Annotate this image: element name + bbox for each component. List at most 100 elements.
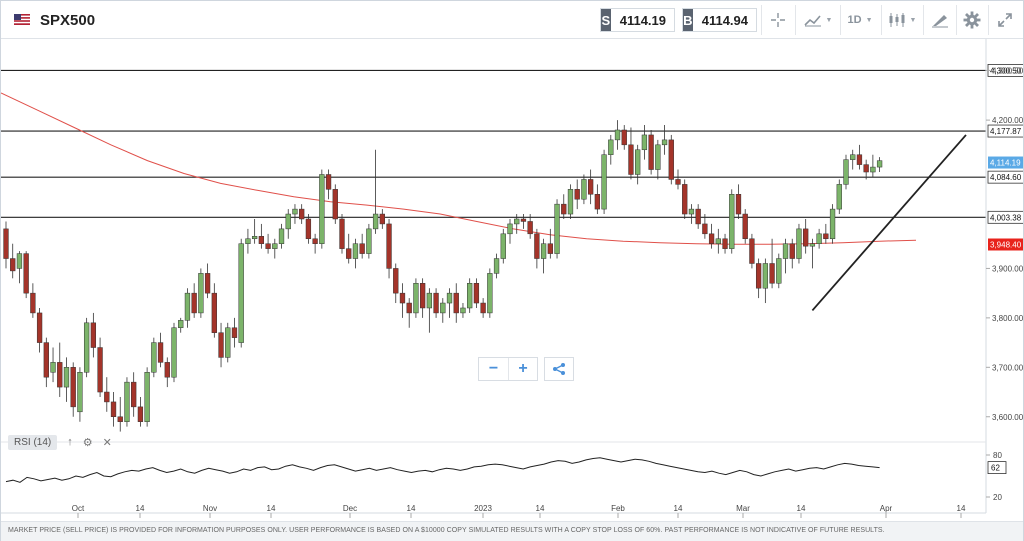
candle-body-up bbox=[285, 213, 291, 230]
settings-button[interactable] bbox=[959, 8, 985, 32]
candle bbox=[628, 127, 634, 180]
rsi-panel: 80 20 62 bbox=[1, 441, 1007, 502]
candle-body-down bbox=[419, 283, 426, 309]
candle bbox=[339, 214, 345, 254]
candle-body-down bbox=[70, 367, 76, 408]
candle-body-down bbox=[265, 243, 271, 249]
candle bbox=[292, 204, 298, 224]
candle-body-down bbox=[218, 332, 224, 358]
candle bbox=[608, 134, 614, 165]
chart-type-dropdown[interactable]: ▼ bbox=[800, 8, 836, 32]
candle bbox=[870, 154, 876, 177]
candle-body-up bbox=[319, 174, 325, 244]
candle bbox=[829, 204, 836, 244]
sell-price-button[interactable]: S 4114.19 bbox=[600, 8, 675, 32]
candle-body-down bbox=[90, 322, 97, 348]
candle-body-up bbox=[372, 213, 379, 230]
candle-body-down bbox=[856, 154, 863, 165]
candle-body-down bbox=[386, 223, 392, 269]
gear-icon[interactable]: ⚙ bbox=[82, 436, 93, 449]
level-label: 4,300.50 bbox=[990, 66, 1022, 75]
candle bbox=[36, 307, 43, 353]
price-tick-label: 3,700.00 bbox=[992, 363, 1023, 372]
time-tick-label: 14 bbox=[957, 504, 966, 513]
candle-body-up bbox=[796, 228, 802, 259]
candle bbox=[561, 194, 567, 219]
candle-body-down bbox=[682, 184, 688, 215]
candle-body-up bbox=[426, 292, 433, 309]
rsi-level-label: 20 bbox=[993, 493, 1002, 502]
candle bbox=[836, 179, 842, 215]
candle bbox=[359, 233, 365, 259]
candle bbox=[520, 214, 527, 229]
fullscreen-button[interactable] bbox=[992, 8, 1018, 32]
candle bbox=[850, 149, 856, 170]
crosshair-button[interactable] bbox=[764, 8, 792, 32]
zoom-in-button[interactable]: + bbox=[508, 358, 537, 380]
candle bbox=[198, 268, 204, 318]
candle-body-down bbox=[191, 292, 197, 314]
close-icon[interactable]: ✕ bbox=[102, 436, 112, 449]
candle-body-down bbox=[789, 243, 795, 259]
candle bbox=[668, 134, 674, 185]
candle bbox=[171, 322, 177, 383]
candle-body-down bbox=[594, 194, 601, 210]
candle-body-up bbox=[782, 243, 789, 259]
chart-toolbar: SPX500 S 4114.19 B 4114.94 ▼ 1D ▼ bbox=[1, 1, 1023, 39]
candle bbox=[413, 278, 419, 318]
candle-body-down bbox=[574, 189, 580, 200]
candle-body-down bbox=[561, 203, 567, 215]
rsi-label[interactable]: RSI (14) bbox=[8, 434, 58, 450]
time-axis: Oct 14 Nov 14 Dec 14 2023 14 Feb 14 Mar 14 Apr 14 bbox=[1, 504, 986, 518]
candle-body-down bbox=[299, 208, 305, 220]
buy-price-button[interactable]: B 4114.94 bbox=[682, 8, 757, 32]
us-flag-icon bbox=[14, 14, 30, 25]
toolbar-divider bbox=[840, 5, 841, 35]
candle bbox=[480, 298, 486, 318]
candle-body-up bbox=[567, 189, 574, 215]
candle-body-up bbox=[850, 154, 856, 160]
candle bbox=[446, 288, 453, 318]
candle-body-up bbox=[836, 184, 842, 210]
candle-body-down bbox=[131, 381, 137, 408]
candles bbox=[3, 120, 883, 432]
drawing-tools-button[interactable] bbox=[927, 8, 953, 32]
candle bbox=[238, 238, 244, 348]
level-tag bbox=[987, 210, 1023, 224]
candle bbox=[809, 238, 816, 269]
share-button[interactable] bbox=[544, 357, 574, 381]
candle bbox=[715, 228, 721, 254]
time-tick-label: 14 bbox=[136, 504, 145, 513]
candle-body-up bbox=[635, 149, 641, 175]
price-chart[interactable]: 4,300.50 4,177.87 4,084.60 4,003.38 4,114.19… bbox=[1, 39, 1023, 521]
timeframe-dropdown[interactable]: 1D ▼ bbox=[843, 8, 877, 32]
candle bbox=[547, 228, 553, 259]
zoom-out-button[interactable]: − bbox=[488, 360, 499, 377]
arrow-up-icon[interactable]: ↑ bbox=[67, 436, 73, 448]
rsi-indicator-bar: RSI (14) ↑ ⚙ ✕ bbox=[8, 433, 112, 451]
sell-price: 4114.19 bbox=[619, 12, 666, 28]
time-tick-label: 14 bbox=[674, 504, 683, 513]
candle-body-up bbox=[540, 243, 547, 259]
chevron-down-icon: ▼ bbox=[825, 16, 833, 24]
ma-price-tag bbox=[988, 238, 1023, 251]
candle bbox=[473, 278, 480, 308]
candle-body-up bbox=[554, 203, 560, 254]
candle bbox=[863, 159, 869, 180]
price-axis: 3,600.00 3,700.00 3,800.00 3,900.00 4,200.00… bbox=[985, 39, 1023, 513]
candle bbox=[419, 278, 426, 318]
candle-body-up bbox=[198, 273, 204, 314]
candle-style-dropdown[interactable]: ▼ bbox=[884, 8, 920, 32]
candle bbox=[507, 218, 513, 244]
candle bbox=[540, 238, 547, 274]
candle bbox=[372, 149, 379, 234]
candle bbox=[635, 144, 641, 185]
candle-body-down bbox=[722, 238, 728, 249]
candle-body-up bbox=[715, 238, 721, 244]
candle bbox=[204, 263, 211, 299]
candle bbox=[43, 337, 49, 388]
candle bbox=[393, 263, 399, 304]
candle-body-up bbox=[292, 208, 298, 215]
candle-body-down bbox=[547, 243, 553, 254]
candle bbox=[184, 288, 191, 328]
